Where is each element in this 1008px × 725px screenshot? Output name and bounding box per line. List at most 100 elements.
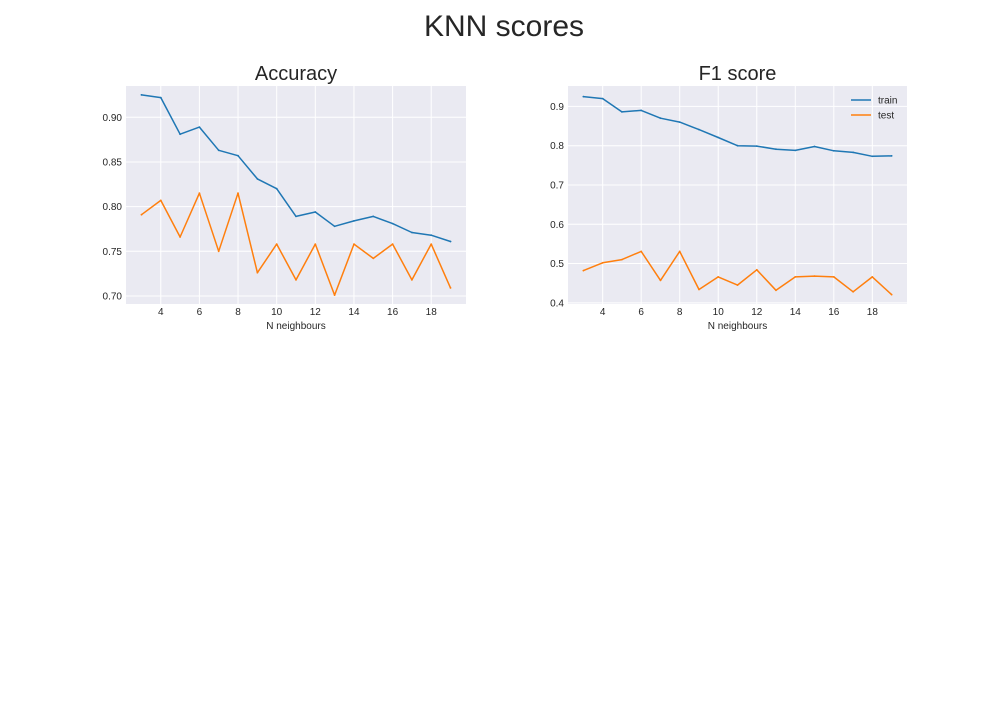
f1-score-train-point xyxy=(871,155,874,158)
accuracy-x-tick-label: 6 xyxy=(197,307,203,318)
f1-score-x-tick-label: 6 xyxy=(638,307,644,318)
accuracy-x-tick-label: 12 xyxy=(310,307,322,318)
f1-score-train-point xyxy=(775,148,777,151)
f1-score-x-tick-label: 4 xyxy=(600,307,606,318)
f1-score-y-tick-label: 0.5 xyxy=(550,259,564,270)
f1-score-x-tick-label: 18 xyxy=(867,307,879,318)
accuracy-x-tick-label: 4 xyxy=(158,307,164,318)
f1-score-legend-test-label: test xyxy=(878,111,894,122)
accuracy-test-point xyxy=(430,243,433,246)
accuracy-train-point xyxy=(372,215,375,218)
f1-score-test-point xyxy=(678,250,681,253)
accuracy-x-tick-label: 16 xyxy=(387,307,399,318)
f1-score-y-tick-label: 0.6 xyxy=(550,220,564,231)
accuracy-test-point xyxy=(198,192,201,195)
f1-score-train-point xyxy=(601,97,604,100)
f1-score-test-point xyxy=(755,268,758,271)
f1-score-test-point xyxy=(717,276,720,278)
f1-score-train-point xyxy=(890,155,893,157)
f1-score-plot-area xyxy=(568,86,907,304)
f1-score-train-point xyxy=(678,121,681,123)
f1-score-test-point xyxy=(871,276,874,278)
f1-score-train-point xyxy=(621,111,623,113)
f1-score-test-point xyxy=(813,275,816,277)
f1-score-train-point xyxy=(659,117,662,120)
f1-score-test-point xyxy=(601,261,604,264)
f1-score-x-tick-label: 16 xyxy=(828,307,840,318)
f1-score-y-tick-label: 0.9 xyxy=(550,102,564,113)
accuracy-train-point xyxy=(449,240,452,243)
accuracy-x-tick-label: 14 xyxy=(348,307,360,318)
f1-score-train-point xyxy=(755,145,758,148)
accuracy-train-point xyxy=(411,231,413,234)
f1-score-test-point xyxy=(640,250,643,253)
f1-score-train-point xyxy=(852,151,854,154)
f1-score-test-point xyxy=(698,288,700,291)
accuracy-test-point xyxy=(353,243,355,246)
f1-score-x-tick-label: 8 xyxy=(677,307,683,318)
f1-score-train-point xyxy=(698,128,700,131)
accuracy-chart: 4 6 8 10 12 14 16 18 0.70 0.75 0.80 0.85 0.90 Accurac… xyxy=(103,63,466,332)
accuracy-train-point xyxy=(391,222,394,225)
f1-score-test-point xyxy=(794,276,797,278)
accuracy-test-point xyxy=(237,192,239,195)
accuracy-test-point xyxy=(372,257,375,260)
f1-score-train-point xyxy=(794,149,797,152)
accuracy-test-point xyxy=(391,243,394,246)
accuracy-train-point xyxy=(237,154,239,157)
accuracy-y-tick-label: 0.75 xyxy=(103,247,123,258)
accuracy-test-point xyxy=(179,236,182,238)
figure-title: KNN scores xyxy=(424,10,584,43)
accuracy-train-point xyxy=(198,126,201,128)
f1-score-test-point xyxy=(890,293,893,296)
accuracy-test-point xyxy=(314,243,317,246)
f1-score-x-tick-label: 14 xyxy=(790,307,802,318)
accuracy-x-tick-label: 18 xyxy=(426,307,438,318)
accuracy-y-tick-label: 0.85 xyxy=(103,157,123,168)
accuracy-train-point xyxy=(217,149,220,152)
f1-score-y-tick-label: 0.4 xyxy=(550,298,564,309)
accuracy-train-point xyxy=(333,225,336,228)
f1-score-y-tick-label: 0.7 xyxy=(550,180,564,191)
f1-score-test-point xyxy=(582,269,585,272)
accuracy-test-point xyxy=(217,250,220,253)
accuracy-train-point xyxy=(314,211,317,213)
accuracy-train-point xyxy=(159,96,162,99)
f1-score-train-point xyxy=(832,149,835,152)
accuracy-train-point xyxy=(430,234,433,237)
accuracy-y-tick-label: 0.80 xyxy=(103,202,123,213)
f1-score-chart-title: F1 score xyxy=(699,63,777,85)
accuracy-train-point xyxy=(256,178,259,180)
f1-score-chart: 4 6 8 10 12 14 16 18 0.4 0.5 0.6 0.7 0.8 0.9 F1 score N… xyxy=(550,63,907,332)
accuracy-test-point xyxy=(275,243,278,246)
accuracy-plot-area xyxy=(126,86,466,304)
accuracy-test-point xyxy=(140,213,143,216)
accuracy-x-tick-label: 10 xyxy=(271,307,283,318)
f1-score-train-point xyxy=(813,145,816,148)
f1-score-x-axis-label: N neighbours xyxy=(708,321,767,332)
f1-score-train-point xyxy=(717,136,720,139)
f1-score-test-point xyxy=(736,284,739,286)
f1-score-test-point xyxy=(852,290,854,293)
accuracy-train-point xyxy=(353,220,355,222)
accuracy-train-point xyxy=(275,187,278,190)
accuracy-test-point xyxy=(333,294,336,296)
accuracy-y-tick-label: 0.90 xyxy=(103,113,123,124)
accuracy-train-point xyxy=(295,215,297,218)
f1-score-x-tick-label: 10 xyxy=(713,307,725,318)
accuracy-test-point xyxy=(449,287,452,289)
accuracy-x-axis-label: N neighbours xyxy=(266,321,325,332)
accuracy-test-point xyxy=(295,279,297,281)
f1-score-legend-train-label: train xyxy=(878,96,897,107)
accuracy-chart-title: Accuracy xyxy=(255,63,337,85)
f1-score-test-point xyxy=(659,279,662,282)
accuracy-train-point xyxy=(179,133,182,136)
f1-score-y-tick-label: 0.8 xyxy=(550,141,564,152)
accuracy-test-point xyxy=(256,271,259,274)
f1-score-train-point xyxy=(640,109,643,112)
f1-score-test-point xyxy=(832,276,835,278)
accuracy-y-tick-label: 0.70 xyxy=(103,291,123,302)
f1-score-test-point xyxy=(775,289,777,292)
